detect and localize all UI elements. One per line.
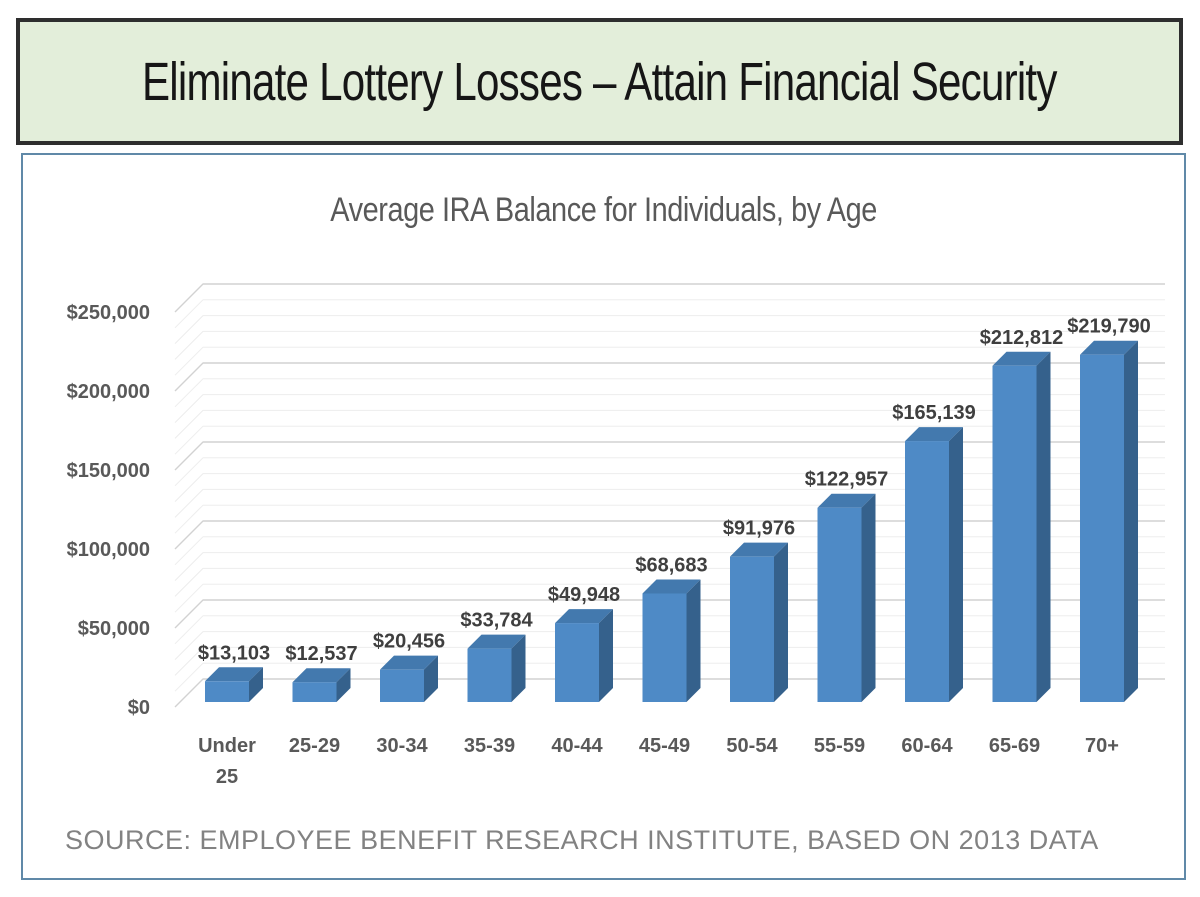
source-note: SOURCE: EMPLOYEE BENEFIT RESEARCH INSTIT…: [65, 825, 1099, 855]
slide-title: Eliminate Lottery Losses – Attain Financ…: [142, 51, 1057, 112]
chart-title: Average IRA Balance for Individuals, by …: [330, 191, 877, 229]
chart-title-container: Average IRA Balance for Individuals, by …: [23, 191, 1184, 230]
title-banner: Eliminate Lottery Losses – Attain Financ…: [16, 18, 1183, 145]
chart-panel: Average IRA Balance for Individuals, by …: [21, 153, 1186, 880]
